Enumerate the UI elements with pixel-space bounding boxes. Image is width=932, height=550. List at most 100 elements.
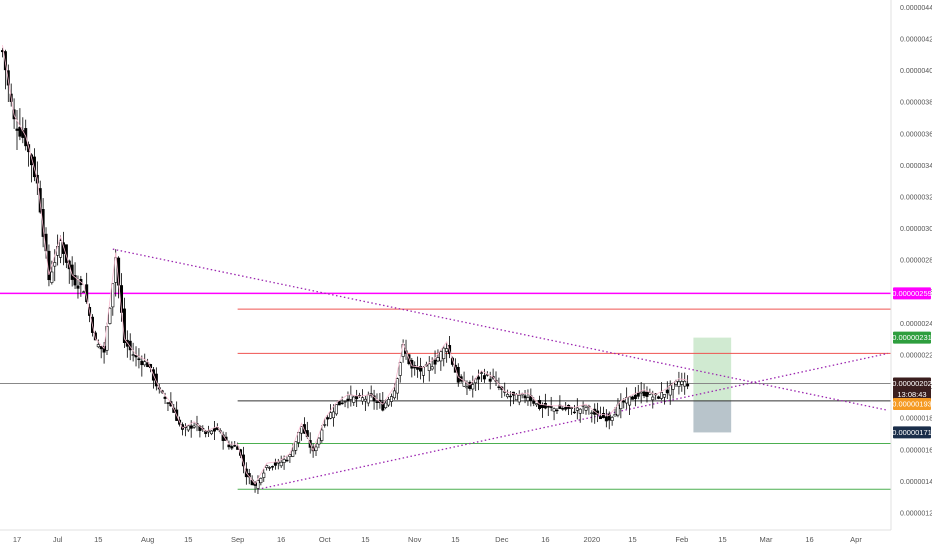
candle-body [445, 348, 449, 352]
candle-body [390, 396, 394, 402]
x-tick-label: 15 [718, 535, 726, 544]
candle-body [543, 402, 547, 409]
candle-body [662, 394, 666, 398]
candle-body [395, 378, 399, 394]
candle-body [192, 425, 196, 428]
price-tag [893, 331, 931, 344]
candle-body [532, 400, 536, 404]
candle-body [73, 275, 77, 286]
candle-body [270, 466, 274, 468]
candle-body [340, 402, 344, 405]
candle-body [15, 128, 19, 131]
candle-body [549, 406, 553, 408]
candle-body [558, 404, 562, 409]
position-profit-zone[interactable] [693, 337, 732, 401]
candle-body [645, 391, 649, 397]
candle-body [581, 405, 585, 407]
candle-body [59, 240, 63, 258]
candle-body [642, 391, 646, 397]
candle-body [450, 357, 454, 365]
candle-body [509, 395, 513, 398]
candle-body [346, 398, 350, 402]
candle-body [363, 398, 367, 402]
candle-body [439, 351, 443, 362]
candle-body [355, 395, 359, 400]
x-tick-label: Aug [141, 535, 154, 544]
candle-body [329, 412, 333, 419]
candle-body [111, 283, 115, 308]
candle-body [186, 425, 190, 431]
candle-body [207, 430, 211, 433]
candle-body [140, 360, 144, 366]
candle-body [18, 126, 22, 137]
candle-body [683, 380, 687, 387]
x-tick-label: 2020 [583, 535, 600, 544]
candle-body [256, 480, 260, 489]
plot-area[interactable] [0, 45, 891, 494]
candle-body [474, 378, 478, 384]
x-tick-label: 16 [805, 535, 813, 544]
candle-body [572, 411, 576, 414]
candle-body [134, 355, 138, 358]
price-tag [893, 287, 931, 300]
x-tick-label: Feb [675, 535, 688, 544]
candle-body [392, 390, 396, 399]
candle-body [163, 396, 167, 399]
candle-body [114, 257, 118, 283]
candle-body [416, 366, 420, 370]
time-axis[interactable]: 17 Jul 15 Aug 15 Sep 16 Oct 15 Nov 15 Dec 16 2020 15 Fe… [13, 535, 863, 544]
x-tick-label: Mar [760, 535, 773, 544]
candle-body [616, 404, 620, 416]
candle-body [53, 262, 57, 267]
candle-body [210, 430, 214, 435]
candle-body [233, 445, 237, 447]
candle-body [108, 307, 112, 324]
candle-body [523, 395, 527, 399]
position-loss-zone[interactable] [693, 400, 732, 433]
candle-body [265, 465, 269, 468]
candle-body [189, 425, 193, 429]
x-tick-label: Dec [495, 535, 509, 544]
candle-body [259, 478, 263, 484]
candle-body [482, 375, 486, 380]
candle-body [575, 407, 579, 411]
candle-body [578, 408, 582, 414]
candle-body [610, 417, 614, 421]
price-tag [893, 397, 931, 410]
candle-body [384, 402, 388, 408]
candle-body [154, 373, 158, 387]
ascending-trendline[interactable] [257, 352, 889, 490]
x-tick-label: 15 [451, 535, 459, 544]
candle-body [320, 429, 324, 441]
x-tick-label: Nov [408, 535, 422, 544]
candle-body [427, 363, 431, 371]
candle-body [677, 381, 681, 387]
candle-body [291, 450, 295, 457]
candle-body [96, 344, 100, 348]
candle-body [622, 400, 626, 403]
x-tick-label: Jul [53, 535, 63, 544]
candle-body [657, 396, 661, 399]
candle-body [273, 462, 277, 466]
candle-body [456, 366, 460, 383]
candle-body [599, 416, 603, 420]
candle-body [212, 427, 216, 432]
candle-body [668, 385, 672, 396]
price-tag-label: 0.00000202 [892, 379, 932, 388]
price-tag [893, 377, 931, 390]
candle-body [419, 365, 423, 372]
candle-body [366, 394, 370, 404]
candle-body [517, 394, 521, 403]
